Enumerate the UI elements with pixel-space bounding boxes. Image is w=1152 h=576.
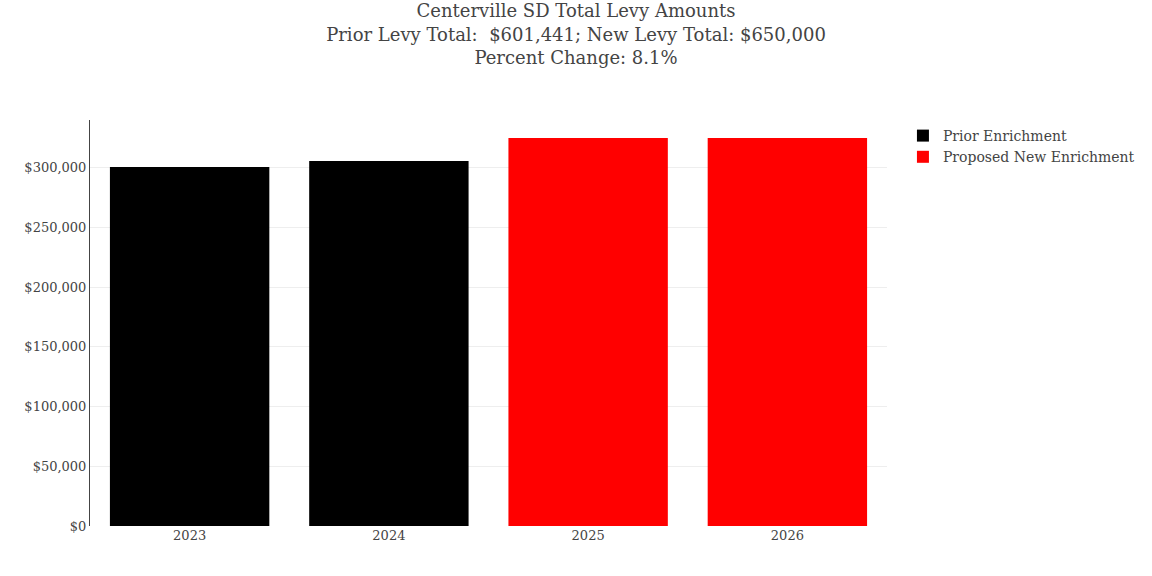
svg-text:2023: 2023 [173,528,206,543]
svg-text:$250,000: $250,000 [24,220,86,235]
svg-text:Prior Enrichment: Prior Enrichment [943,128,1067,144]
svg-text:$300,000: $300,000 [24,160,86,175]
svg-text:$50,000: $50,000 [33,459,87,474]
svg-text:$100,000: $100,000 [24,399,86,414]
svg-text:2026: 2026 [771,528,804,543]
svg-text:Proposed New Enrichment: Proposed New Enrichment [943,149,1135,165]
svg-text:$0: $0 [70,519,87,534]
svg-text:2024: 2024 [372,528,405,543]
svg-text:$200,000: $200,000 [24,280,86,295]
svg-text:Centerville SD Total Levy Amou: Centerville SD Total Levy AmountsPrior L… [326,0,826,68]
svg-text:2025: 2025 [572,528,605,543]
svg-text:$150,000: $150,000 [24,339,86,354]
